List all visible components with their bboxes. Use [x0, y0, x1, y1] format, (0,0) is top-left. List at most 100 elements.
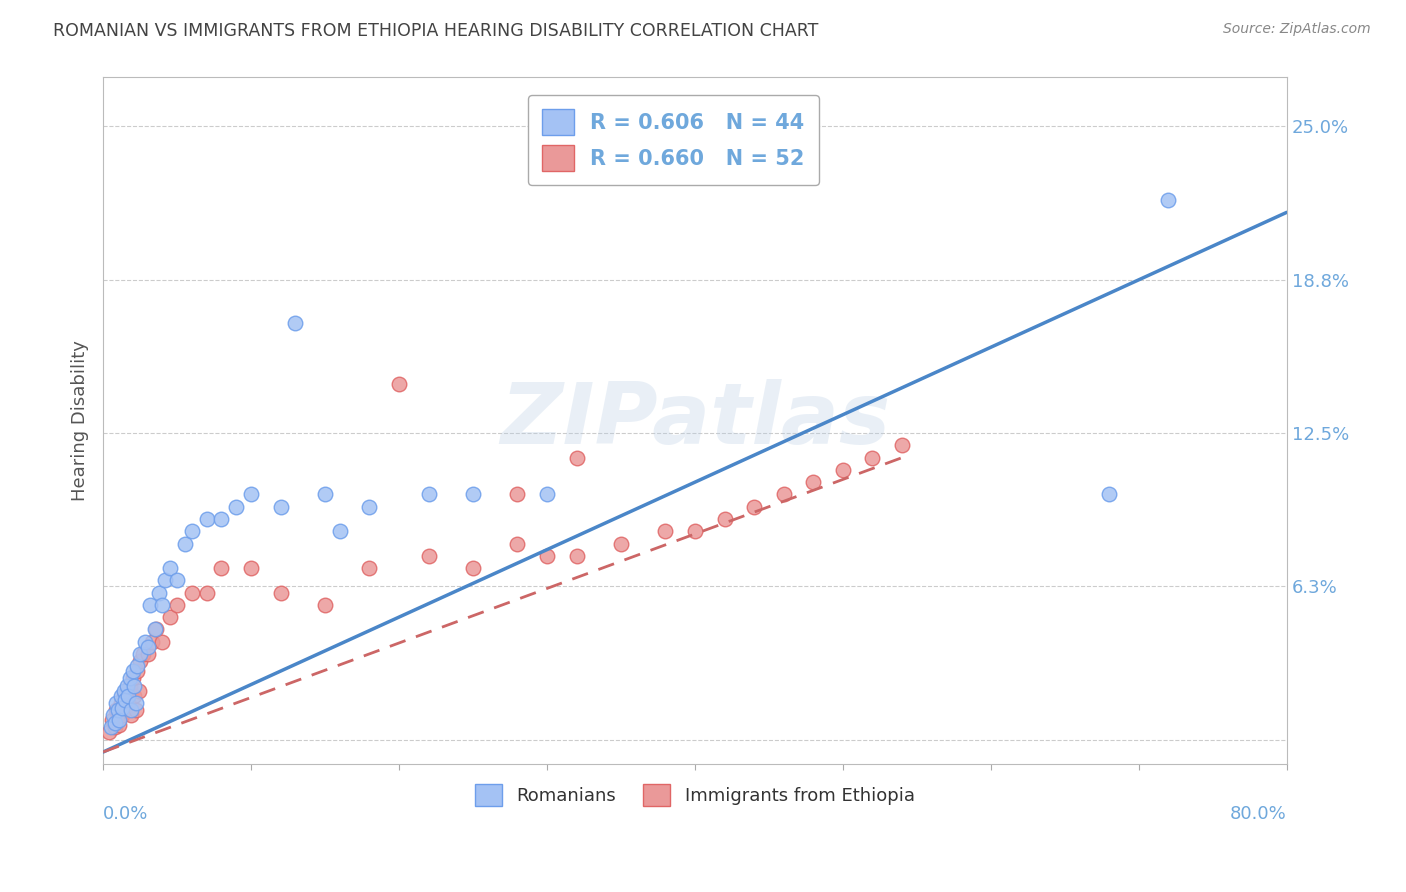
Point — [565, 450, 588, 465]
Point — [173, 536, 195, 550]
Point — [129, 647, 152, 661]
Point — [461, 487, 484, 501]
Point — [105, 703, 128, 717]
Point — [1098, 487, 1121, 501]
Point — [506, 536, 529, 550]
Point — [329, 524, 352, 539]
Point — [831, 463, 853, 477]
Point — [124, 703, 146, 717]
Point — [121, 664, 143, 678]
Point — [110, 696, 132, 710]
Point — [134, 634, 156, 648]
Point — [891, 438, 914, 452]
Point — [103, 708, 125, 723]
Point — [101, 713, 124, 727]
Point — [388, 377, 411, 392]
Point — [314, 598, 336, 612]
Point — [195, 512, 218, 526]
Point — [155, 574, 177, 588]
Point — [314, 487, 336, 501]
Point — [1157, 193, 1180, 207]
Point — [418, 487, 440, 501]
Point — [105, 696, 128, 710]
Point — [284, 316, 307, 330]
Point — [108, 718, 131, 732]
Point — [143, 623, 166, 637]
Legend: Romanians, Immigrants from Ethiopia: Romanians, Immigrants from Ethiopia — [468, 777, 922, 814]
Point — [270, 585, 292, 599]
Point — [107, 703, 129, 717]
Point — [180, 524, 202, 539]
Point — [124, 696, 146, 710]
Text: 80.0%: 80.0% — [1230, 805, 1286, 823]
Point — [610, 536, 633, 550]
Point — [240, 487, 263, 501]
Point — [122, 689, 145, 703]
Point — [195, 585, 218, 599]
Point — [536, 549, 558, 563]
Point — [565, 549, 588, 563]
Y-axis label: Hearing Disability: Hearing Disability — [72, 341, 89, 501]
Point — [111, 701, 134, 715]
Point — [136, 647, 159, 661]
Point — [114, 693, 136, 707]
Point — [713, 512, 735, 526]
Point — [166, 598, 188, 612]
Point — [159, 610, 181, 624]
Point — [117, 696, 139, 710]
Point — [121, 672, 143, 686]
Point — [112, 689, 135, 703]
Point — [772, 487, 794, 501]
Point — [100, 721, 122, 735]
Point — [536, 487, 558, 501]
Point — [683, 524, 706, 539]
Point — [127, 664, 149, 678]
Point — [150, 598, 173, 612]
Point — [108, 713, 131, 727]
Point — [742, 500, 765, 514]
Point — [148, 585, 170, 599]
Point — [180, 585, 202, 599]
Point — [128, 683, 150, 698]
Point — [114, 701, 136, 715]
Point — [862, 450, 884, 465]
Point — [115, 683, 138, 698]
Point — [115, 679, 138, 693]
Point — [111, 708, 134, 723]
Point — [127, 659, 149, 673]
Point — [461, 561, 484, 575]
Point — [117, 689, 139, 703]
Point — [122, 679, 145, 693]
Point — [118, 672, 141, 686]
Point — [120, 708, 142, 723]
Text: ROMANIAN VS IMMIGRANTS FROM ETHIOPIA HEARING DISABILITY CORRELATION CHART: ROMANIAN VS IMMIGRANTS FROM ETHIOPIA HEA… — [53, 22, 818, 40]
Point — [225, 500, 247, 514]
Point — [359, 500, 381, 514]
Point — [159, 561, 181, 575]
Text: 0.0%: 0.0% — [103, 805, 149, 823]
Point — [120, 703, 142, 717]
Point — [801, 475, 824, 490]
Point — [150, 634, 173, 648]
Point — [136, 640, 159, 654]
Text: ZIPatlas: ZIPatlas — [499, 379, 890, 462]
Point — [129, 654, 152, 668]
Point — [98, 725, 121, 739]
Point — [166, 574, 188, 588]
Point — [270, 500, 292, 514]
Point — [104, 715, 127, 730]
Point — [418, 549, 440, 563]
Point — [145, 623, 167, 637]
Point — [211, 561, 233, 575]
Point — [132, 647, 155, 661]
Point — [139, 598, 162, 612]
Point — [112, 683, 135, 698]
Text: Source: ZipAtlas.com: Source: ZipAtlas.com — [1223, 22, 1371, 37]
Point — [211, 512, 233, 526]
Point — [506, 487, 529, 501]
Point — [359, 561, 381, 575]
Point — [110, 689, 132, 703]
Point — [107, 711, 129, 725]
Point — [240, 561, 263, 575]
Point — [104, 721, 127, 735]
